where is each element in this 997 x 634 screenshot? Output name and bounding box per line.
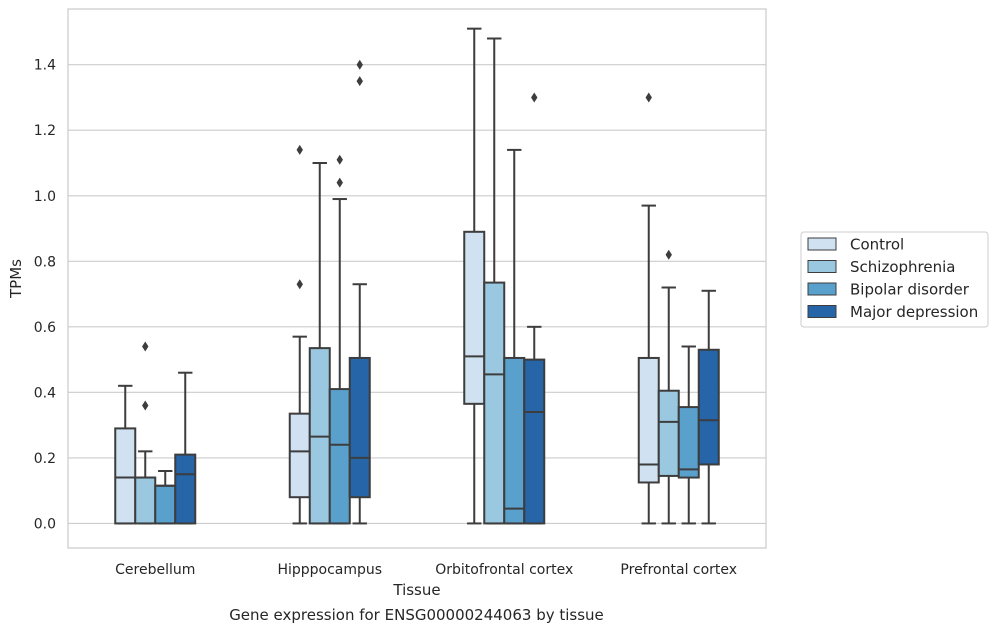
plot-area xyxy=(114,27,720,525)
outlier-point xyxy=(142,341,149,352)
box-iqr xyxy=(328,388,351,525)
box-iqr xyxy=(503,356,526,525)
box-1-2 xyxy=(483,37,506,525)
box-iqr xyxy=(288,412,311,499)
outlier-point xyxy=(336,177,343,188)
outlier-point xyxy=(645,92,652,103)
legend: Control Schizophrenia Bipolar disorder Majo… xyxy=(800,231,989,328)
box-iqr xyxy=(677,406,700,479)
box-3-1 xyxy=(348,59,371,525)
box-1-0 xyxy=(134,341,157,525)
box-iqr xyxy=(114,427,137,525)
y-tick-label: 0.2 xyxy=(34,451,56,467)
y-tick-label: 1.4 xyxy=(34,58,56,74)
y-axis-label: TPMs xyxy=(7,259,25,299)
box-2-2 xyxy=(503,148,526,525)
box-iqr xyxy=(463,230,486,405)
outlier-point xyxy=(531,92,538,103)
x-tick-label: Hipppocampus xyxy=(277,562,382,578)
legend-label: Major depression xyxy=(850,303,978,321)
box-3-0 xyxy=(174,371,197,525)
legend-label: Control xyxy=(850,236,904,254)
legend-swatch xyxy=(807,282,837,296)
box-iqr xyxy=(697,348,720,466)
box-0-0 xyxy=(114,384,137,525)
outlier-point xyxy=(356,76,363,87)
legend-swatch xyxy=(807,260,837,273)
box-iqr xyxy=(154,484,177,525)
x-tick-label: Prefrontal cortex xyxy=(620,562,737,578)
x-tick-label: Cerebellum xyxy=(115,562,195,578)
y-tick-label: 0.6 xyxy=(34,320,56,336)
legend-label: Schizophrenia xyxy=(850,258,955,276)
box-1-3 xyxy=(657,249,680,525)
outlier-point xyxy=(142,400,149,411)
x-tick-label: Orbitofrontal cortex xyxy=(435,562,573,578)
box-3-2 xyxy=(523,92,546,525)
y-axis-ticks: 0.0 0.2 0.4 0.6 0.8 1.0 1.2 1.4 xyxy=(34,58,56,533)
x-axis-label: Tissue xyxy=(392,581,440,599)
outlier-point xyxy=(296,279,303,290)
box-0-1 xyxy=(288,144,311,525)
box-0-3 xyxy=(637,92,660,525)
legend-swatch xyxy=(807,305,837,318)
box-2-3 xyxy=(677,345,700,525)
box-1-1 xyxy=(308,162,331,525)
outlier-point xyxy=(665,249,672,260)
outlier-point xyxy=(296,144,303,155)
legend-label: Bipolar disorder xyxy=(850,281,970,299)
legend-frame xyxy=(800,231,989,328)
box-iqr xyxy=(174,453,197,525)
box-iqr xyxy=(134,476,157,525)
box-2-0 xyxy=(154,470,177,525)
y-tick-label: 0.0 xyxy=(34,516,56,532)
box-2-1 xyxy=(328,154,351,525)
legend-swatch xyxy=(807,237,837,251)
y-tick-label: 1.0 xyxy=(34,189,56,205)
y-tick-label: 1.2 xyxy=(34,123,56,139)
x-axis-ticks: Cerebellum Hipppocampus Orbitofrontal cort… xyxy=(115,562,737,578)
outlier-point xyxy=(336,154,343,165)
outlier-point xyxy=(356,59,363,70)
box-3-3 xyxy=(697,289,720,525)
y-tick-label: 0.4 xyxy=(34,385,56,401)
box-0-2 xyxy=(463,27,486,525)
box-iqr xyxy=(348,356,371,499)
box-iqr xyxy=(657,389,680,477)
plot-frame xyxy=(67,8,767,549)
box-iqr xyxy=(483,281,506,525)
box-iqr xyxy=(523,358,546,525)
y-tick-label: 0.8 xyxy=(34,254,56,270)
chart-caption: Gene expression for ENSG00000244063 by t… xyxy=(229,606,604,624)
